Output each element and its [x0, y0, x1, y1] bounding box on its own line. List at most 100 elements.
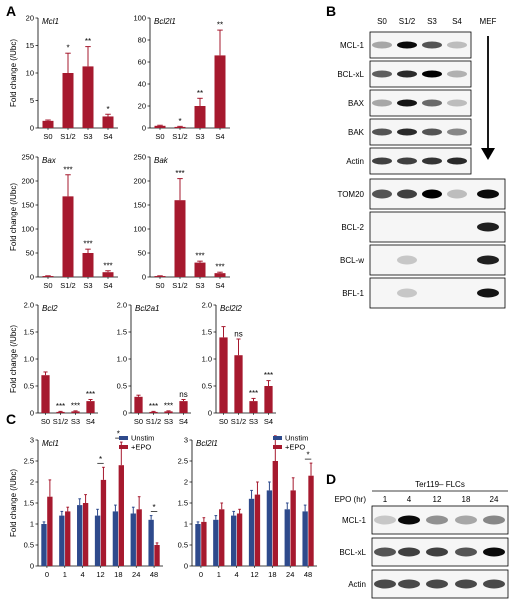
x-tick-label: 48 — [150, 570, 158, 579]
y-tick-label: 60 — [138, 58, 146, 67]
western-blot-d: Ter119– FLCs EPO (hr) 1 4 12 18 24 MCL-1 BCL-xL A… — [334, 480, 509, 599]
significance-label: *** — [264, 371, 273, 380]
blot-band — [483, 547, 505, 557]
significance-label: ** — [197, 89, 203, 98]
x-tick-label: 12 — [96, 570, 104, 579]
x-tick-label: 0 — [199, 570, 203, 579]
x-tick-label: S3 — [71, 417, 80, 426]
x-tick-label: S1/2 — [53, 417, 68, 426]
chart-bcl2l1_epo: 0 0.5 1 1.5 2 2.5 3 0 1 4 12 18 24 48 Bcl2l1 * Unstim+EP… — [178, 434, 317, 579]
bar — [254, 494, 261, 566]
legend-swatch — [119, 445, 128, 449]
bar — [134, 396, 143, 413]
bar — [194, 262, 206, 277]
legend-label: +EPO — [285, 443, 305, 452]
blot-band — [455, 547, 477, 557]
blot-frame — [369, 89, 472, 117]
lane-label: S3 — [427, 17, 437, 26]
lane-label: 12 — [433, 495, 442, 504]
bar — [154, 545, 160, 566]
blot-row-label: BAX — [348, 99, 365, 108]
bar — [219, 337, 228, 413]
bar — [71, 411, 80, 413]
blot-band — [372, 41, 392, 49]
blot-band — [477, 222, 499, 232]
y-tick-label: 1.5 — [24, 499, 34, 508]
chart-bax: 0 50 100 150 200 250 Fold change (/Ubc) S0 S1/2 S… — [9, 153, 118, 290]
bar — [86, 401, 95, 413]
x-tick-label: 0 — [45, 570, 49, 579]
blot-band — [398, 547, 420, 557]
y-tick-label: 1.5 — [117, 328, 127, 337]
blot-band — [374, 579, 396, 589]
bar — [102, 272, 114, 277]
y-tick-label: 20 — [26, 14, 34, 23]
blot-band — [372, 128, 392, 136]
significance-label: *** — [83, 240, 92, 249]
x-tick-label: S0 — [155, 132, 164, 141]
x-tick-label: 4 — [81, 570, 85, 579]
x-tick-label: S0 — [43, 132, 52, 141]
y-tick-label: 10 — [26, 69, 34, 78]
x-tick-label: 24 — [286, 570, 294, 579]
blot-frame — [371, 505, 509, 535]
lane-label: MEF — [480, 17, 497, 26]
bar — [82, 253, 94, 277]
blot-band — [397, 288, 417, 298]
blot-band — [447, 157, 467, 165]
y-tick-label: 1.0 — [117, 355, 127, 364]
y-tick-label: 2.5 — [178, 457, 188, 466]
lane-label: 18 — [462, 495, 471, 504]
significance-label: *** — [86, 390, 95, 399]
blot-band — [398, 579, 420, 589]
bar — [266, 490, 273, 566]
x-tick-label: S4 — [103, 132, 112, 141]
blot-band — [422, 41, 442, 49]
blot-band — [447, 189, 467, 199]
bar — [248, 498, 255, 566]
bar — [231, 515, 237, 566]
x-tick-label: S1/2 — [60, 281, 75, 290]
x-tick-label: S0 — [43, 281, 52, 290]
y-tick-label: 0 — [123, 409, 127, 418]
y-tick-label: 80 — [138, 36, 146, 45]
x-tick-label: S1/2 — [60, 132, 75, 141]
blot-band — [372, 189, 392, 199]
x-tick-label: S1/2 — [231, 417, 246, 426]
significance-label: *** — [63, 165, 72, 174]
chart-title: Bak — [154, 156, 169, 165]
chart-title: Mcl1 — [42, 17, 59, 26]
bar — [42, 120, 54, 128]
bar — [42, 276, 54, 277]
bar — [41, 375, 50, 413]
blot-band — [447, 70, 467, 78]
bar — [82, 66, 94, 128]
bar — [213, 519, 219, 566]
x-tick-label: S3 — [249, 417, 258, 426]
blot-band — [422, 70, 442, 78]
x-tick-label: S4 — [103, 281, 112, 290]
legend-label: +EPO — [131, 443, 151, 452]
x-tick-label: S1/2 — [146, 417, 161, 426]
y-tick-label: 150 — [21, 201, 34, 210]
bar — [219, 509, 225, 566]
y-tick-label: 3 — [184, 436, 188, 445]
bar — [102, 116, 114, 128]
significance-label: *** — [103, 261, 112, 270]
lane-label: 4 — [407, 495, 412, 504]
significance-label: *** — [215, 263, 224, 272]
blot-row-label: Actin — [348, 580, 366, 589]
y-tick-label: 1.0 — [24, 355, 34, 364]
significance-label: * — [106, 105, 109, 114]
y-tick-label: 2.0 — [202, 301, 212, 310]
y-tick-label: 1 — [184, 520, 188, 529]
chart-mcl1: 0 5 10 15 20 Fold change (/Ubc) S0 S1/2 S3 S4 Mcl1… — [9, 14, 118, 141]
bar — [47, 496, 53, 566]
significance-label: * — [117, 430, 120, 439]
bar — [195, 524, 201, 566]
blot-band — [422, 128, 442, 136]
blot-band — [426, 579, 448, 589]
y-tick-label: 2.5 — [24, 457, 34, 466]
legend-label: Unstim — [285, 434, 308, 443]
legend-swatch — [273, 445, 282, 449]
